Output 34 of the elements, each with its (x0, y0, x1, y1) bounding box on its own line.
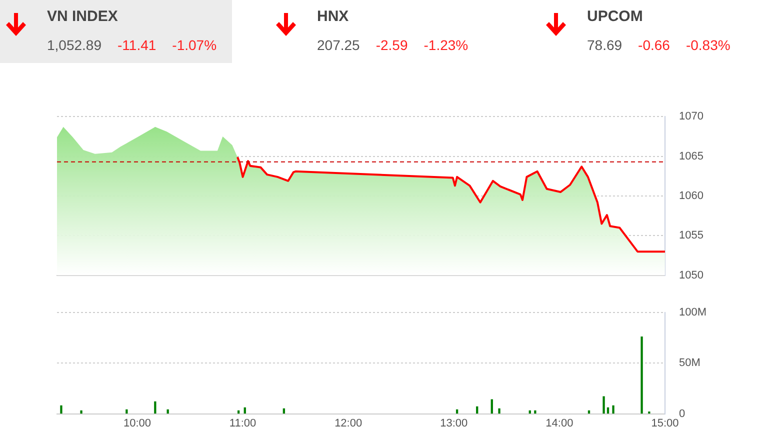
y-tick-label: 1055 (679, 230, 704, 242)
text: -2.59 (376, 37, 408, 53)
bar (602, 396, 605, 414)
text: -1.07% (172, 37, 217, 53)
bar (60, 405, 62, 414)
text: -1.23% (424, 37, 468, 53)
bar (154, 401, 156, 414)
y-tick-label: 1060 (679, 190, 704, 202)
x-tick-label: 14:00 (546, 417, 574, 430)
bar (498, 408, 500, 414)
y-tick-label: 1065 (679, 150, 704, 162)
bar (490, 399, 493, 414)
y-tick-label: 1070 (679, 110, 704, 123)
x-tick-label: 10:00 (123, 417, 151, 430)
bar (80, 410, 82, 414)
text: 207.25 (317, 37, 360, 53)
text: -0.83% (686, 37, 730, 53)
text: 78.69 (587, 37, 622, 53)
y-tick-label: 50M (679, 357, 700, 370)
x-tick-label: 15:00 (651, 417, 679, 430)
bar (640, 336, 643, 414)
text: 1,052.89 (47, 37, 102, 53)
category-label: UPCOM (587, 8, 643, 25)
bar (612, 405, 614, 414)
x-tick-label: 13:00 (440, 417, 468, 430)
category-label: VN INDEX (47, 8, 118, 25)
text: -0.66 (638, 37, 670, 53)
category-label: HNX (317, 8, 349, 25)
x-tick-label: 12:00 (334, 417, 362, 430)
text: -11.41 (118, 37, 156, 53)
x-tick-label: 11:00 (229, 417, 256, 430)
y-tick-label: 100M (679, 306, 707, 319)
y-tick-label: 0 (679, 408, 686, 420)
y-tick-label: 1050 (679, 269, 704, 282)
